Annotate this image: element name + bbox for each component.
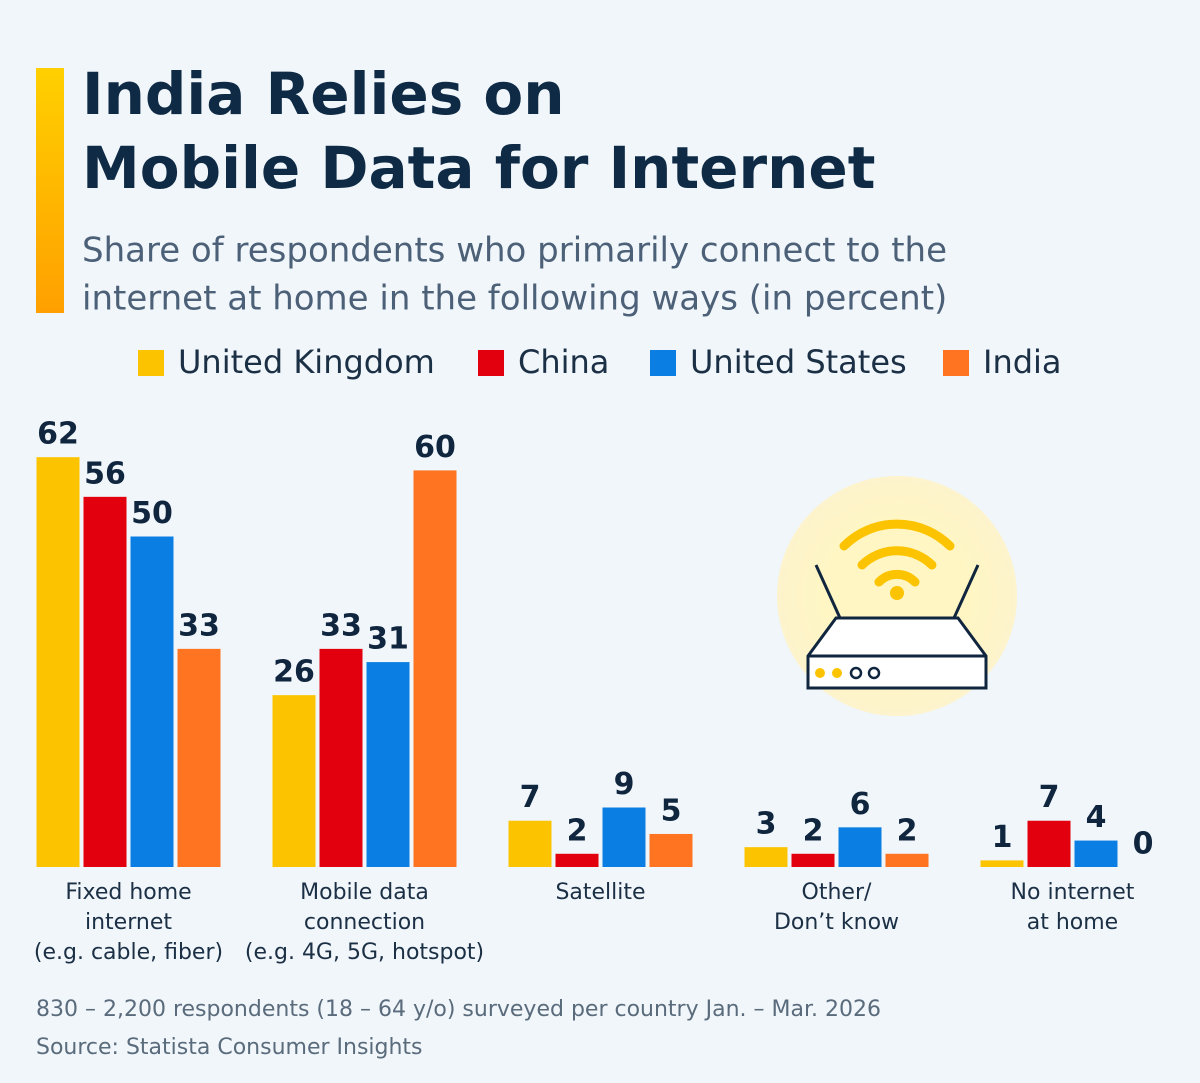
bar [838,827,882,867]
value-label: 9 [614,767,635,802]
x-tick-label: Don’t know [774,910,899,935]
legend-label: China [518,343,609,381]
bar [885,853,929,867]
bar [83,496,127,867]
x-tick-label: internet [85,910,172,935]
title-accent [36,68,64,313]
value-label: 3 [756,807,777,842]
value-label: 2 [803,813,824,848]
footnote: 830 – 2,200 respondents (18 – 64 y/o) su… [36,997,881,1022]
bar [980,860,1024,867]
value-label: 62 [37,417,79,452]
value-label: 0 [1133,827,1154,862]
bar [36,457,80,867]
bar [366,662,410,867]
subtitle: internet at home in the following ways (… [82,279,947,319]
chart-title: Mobile Data for Internet [82,134,875,202]
value-label: 4 [1086,800,1107,835]
value-label: 5 [661,793,682,828]
x-tick-label: (e.g. 4G, 5G, hotspot) [245,940,484,965]
bar [791,853,835,867]
legend-label: United Kingdom [178,343,435,381]
bar [177,648,221,867]
legend-label: United States [690,343,907,381]
bar [130,536,174,867]
value-label: 31 [367,622,409,657]
x-tick-label: Fixed home [65,880,191,905]
bar [555,853,599,867]
bar [319,648,363,867]
x-tick-label: Other/ [802,880,872,905]
x-tick-label: connection [304,910,425,935]
bar [1027,820,1071,867]
legend-swatch [478,350,504,376]
bar [413,470,457,867]
bar [1074,840,1118,867]
value-label: 6 [850,787,871,822]
value-label: 7 [1039,780,1060,815]
value-label: 26 [273,655,315,690]
legend-swatch [138,350,164,376]
bar [602,807,646,867]
legend-swatch [650,350,676,376]
bar [744,847,788,867]
x-tick-label: (e.g. cable, fiber) [34,940,223,965]
value-label: 56 [84,456,126,491]
value-label: 2 [897,813,918,848]
value-label: 33 [320,608,362,643]
bar [649,833,693,867]
value-label: 60 [414,430,456,465]
legend-label: India [983,343,1062,381]
x-tick-label: Satellite [555,880,645,905]
value-label: 1 [992,820,1013,855]
value-label: 2 [567,813,588,848]
x-tick-label: at home [1027,910,1118,935]
bar [508,820,552,867]
x-tick-label: Mobile data [300,880,429,905]
source: Source: Statista Consumer Insights [36,1035,423,1060]
chart-title: India Relies on [82,60,565,128]
legend-swatch [943,350,969,376]
value-label: 50 [131,496,173,531]
subtitle: Share of respondents who primarily conne… [82,231,947,271]
router-icon [777,476,1017,716]
value-label: 33 [178,608,220,643]
bar [272,695,316,867]
x-tick-label: No internet [1011,880,1135,905]
value-label: 7 [520,780,541,815]
